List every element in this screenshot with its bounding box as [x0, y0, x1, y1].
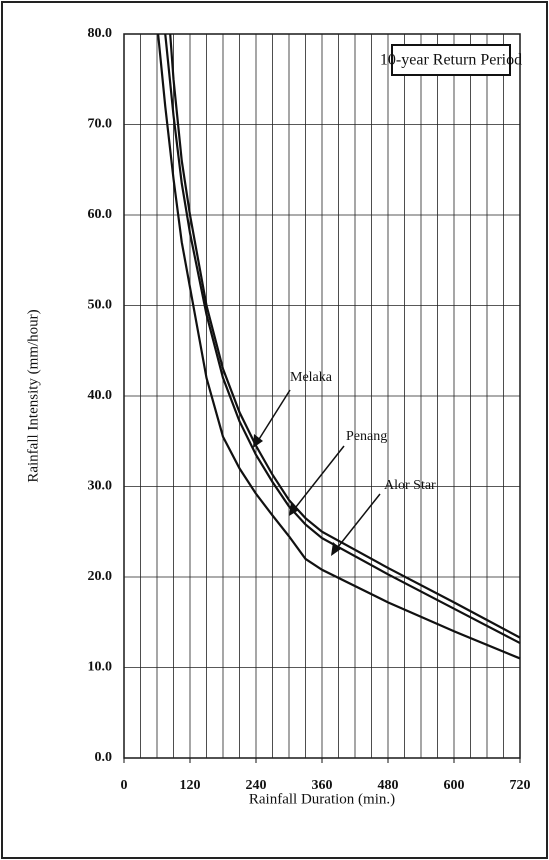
y-tick-label: 0.0	[95, 750, 113, 765]
y-tick-label: 60.0	[88, 207, 113, 222]
arrow-heads	[253, 434, 341, 556]
x-tick-label: 480	[378, 778, 399, 793]
title-box	[391, 44, 511, 76]
y-axis-label: Rainfall Intensity (mm/hour)	[25, 309, 41, 482]
x-tick-label: 240	[246, 778, 267, 793]
arrow	[291, 445, 345, 513]
y-tick-label: 80.0	[88, 26, 113, 41]
chart-title: 10-year Return Period	[380, 52, 522, 69]
y-tick-label: 40.0	[88, 388, 113, 403]
y-tick-label: 10.0	[88, 660, 113, 675]
y-tick-label: 70.0	[88, 117, 113, 132]
annotation: Penang	[346, 429, 387, 444]
annotation: Melaka	[290, 370, 333, 385]
line-series	[157, 33, 521, 660]
x-tick-label: 0	[121, 778, 128, 793]
arrows	[255, 389, 381, 553]
x-tick-label: 360	[312, 778, 333, 793]
annotation: Alor Star	[384, 478, 436, 493]
x-tick-label: 600	[444, 778, 465, 793]
arrow-head	[253, 434, 263, 448]
x-axis-label: Rainfall Duration (min.)	[249, 791, 395, 807]
x-tick-label: 720	[510, 778, 531, 793]
arrow	[255, 389, 291, 445]
arrow-head	[289, 502, 299, 516]
y-tick-label: 20.0	[88, 569, 113, 584]
line-series	[164, 33, 521, 645]
y-tick-label: 50.0	[88, 298, 113, 313]
arrow-head	[331, 542, 341, 556]
y-tick-label: 30.0	[88, 479, 113, 494]
arrow	[333, 493, 381, 553]
x-tick-label: 120	[180, 778, 201, 793]
